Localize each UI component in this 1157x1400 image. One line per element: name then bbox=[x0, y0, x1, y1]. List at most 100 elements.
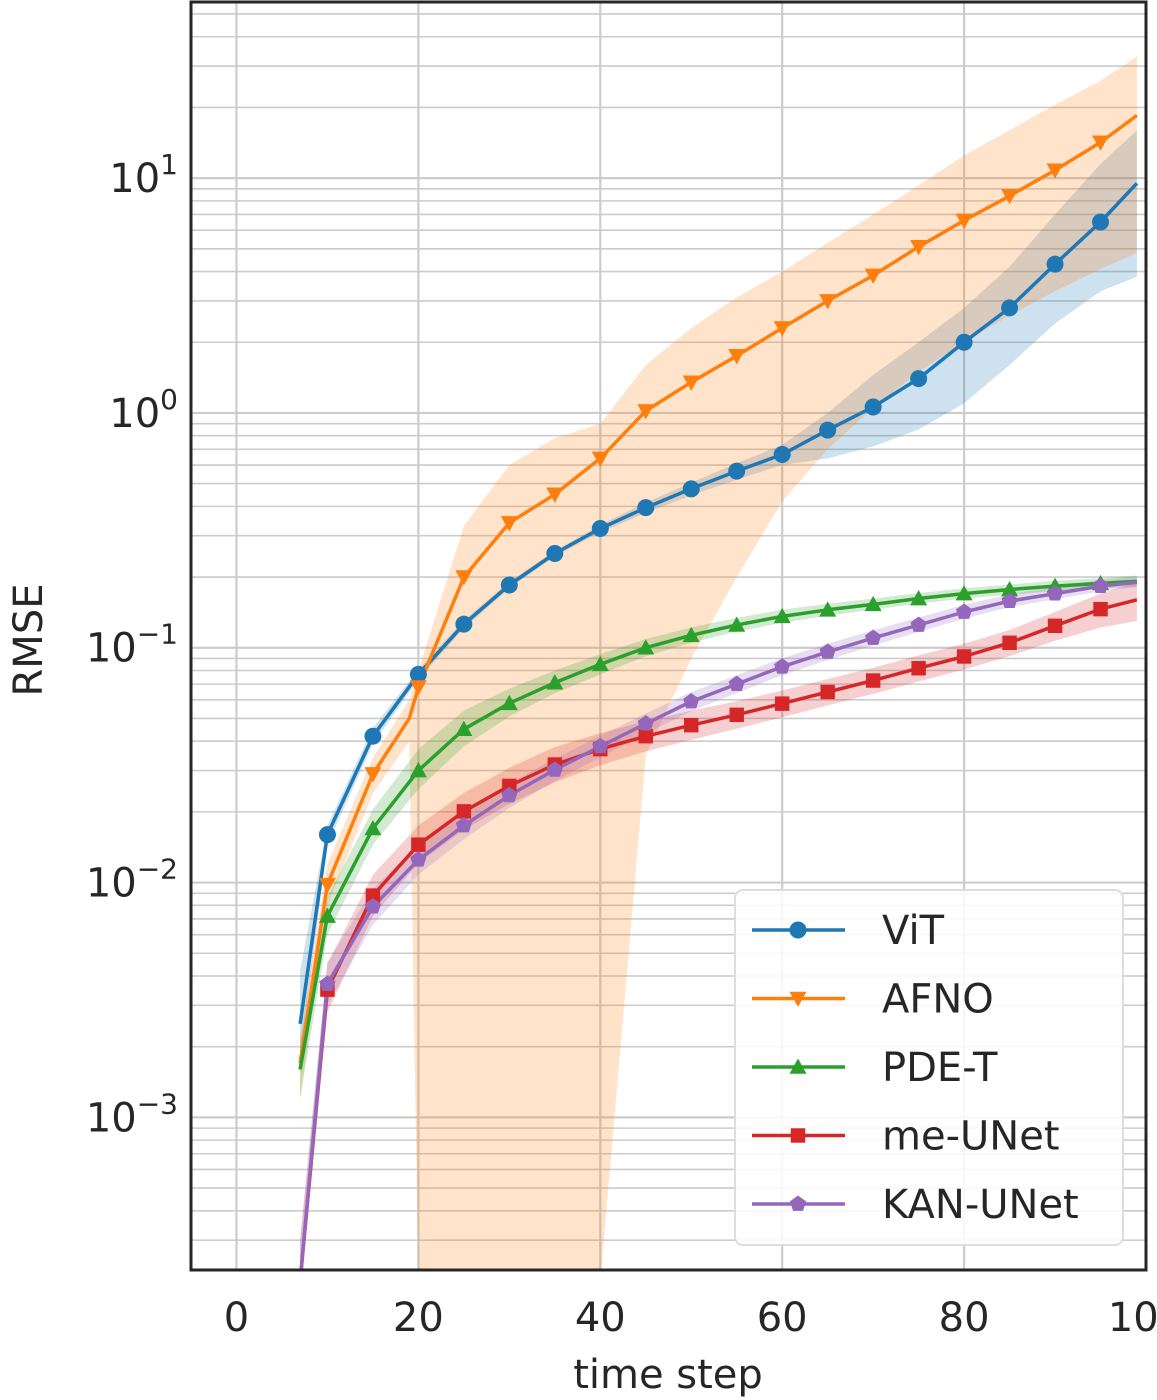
point-pde-t bbox=[728, 616, 746, 632]
point-pde-t bbox=[682, 626, 700, 643]
point-vit bbox=[591, 519, 609, 537]
line-pde-t bbox=[298, 579, 1138, 1070]
point-me-unet bbox=[456, 804, 472, 819]
point-me-unet bbox=[729, 707, 744, 723]
point-vit bbox=[318, 826, 336, 844]
point-afno bbox=[819, 294, 837, 310]
x-tick-label: 100 bbox=[1108, 1295, 1157, 1341]
point-afno bbox=[1092, 135, 1110, 151]
point-vit bbox=[728, 462, 746, 480]
point-pde-t bbox=[409, 762, 427, 778]
point-pde-t bbox=[591, 655, 609, 672]
legend-marker-vit bbox=[789, 921, 807, 939]
point-kan-unet bbox=[819, 643, 836, 659]
point-afno bbox=[409, 680, 427, 696]
point-kan-unet bbox=[455, 816, 472, 833]
point-me-unet bbox=[865, 673, 881, 688]
plot-frame bbox=[189, 0, 1148, 1272]
point-pde-t bbox=[500, 694, 518, 711]
point-me-unet bbox=[1002, 635, 1017, 650]
point-afno bbox=[546, 487, 564, 503]
point-afno bbox=[910, 239, 928, 256]
y-tick-label: 101 bbox=[109, 148, 178, 202]
point-kan-unet bbox=[728, 675, 745, 691]
point-afno bbox=[364, 767, 382, 783]
point-kan-unet bbox=[364, 898, 381, 914]
point-pde-t bbox=[910, 590, 928, 606]
point-me-unet bbox=[684, 717, 699, 733]
point-afno bbox=[955, 213, 973, 229]
point-vit bbox=[955, 333, 973, 351]
point-me-unet bbox=[411, 837, 426, 852]
legend: ViT AFNO PDE-T me-UNet KAN-UNet bbox=[734, 889, 1124, 1246]
point-pde-t bbox=[864, 595, 882, 612]
legend-label-me-unet: me-UNet bbox=[882, 1114, 1060, 1160]
series-markers bbox=[318, 135, 1110, 997]
point-afno bbox=[637, 404, 655, 420]
legend-label-vit: ViT bbox=[882, 908, 945, 954]
x-tick-label: 40 bbox=[575, 1295, 626, 1341]
legend-label-pde-t: PDE-T bbox=[882, 1045, 998, 1091]
point-kan-unet bbox=[319, 975, 336, 991]
point-vit bbox=[546, 544, 564, 562]
point-me-unet bbox=[365, 888, 381, 903]
point-kan-unet bbox=[1046, 585, 1064, 601]
x-tick-label: 80 bbox=[939, 1295, 990, 1341]
line-kan-unet bbox=[299, 580, 1138, 1270]
legend-box bbox=[734, 889, 1124, 1246]
y-tick-label: 10−1 bbox=[86, 618, 178, 672]
band-afno bbox=[300, 56, 1137, 1270]
point-me-unet bbox=[1093, 601, 1108, 617]
y-axis-ticks: 101 100 10−1 10−2 10−3 bbox=[86, 148, 178, 1141]
y-axis-label: RMSE bbox=[6, 584, 52, 697]
point-vit bbox=[409, 665, 427, 683]
point-me-unet bbox=[956, 649, 972, 664]
point-pde-t bbox=[819, 601, 837, 617]
point-vit bbox=[1046, 255, 1064, 273]
y-tick-label: 10−3 bbox=[86, 1087, 178, 1141]
point-vit bbox=[682, 480, 700, 498]
point-me-unet bbox=[638, 728, 653, 744]
point-pde-t bbox=[773, 607, 791, 624]
point-kan-unet bbox=[1092, 577, 1109, 593]
point-afno bbox=[455, 570, 473, 586]
point-afno bbox=[864, 268, 882, 284]
point-afno bbox=[591, 451, 609, 467]
point-vit bbox=[364, 727, 382, 745]
legend-marker-pde-t bbox=[789, 1058, 807, 1074]
point-me-unet bbox=[911, 661, 926, 676]
point-pde-t bbox=[546, 674, 564, 690]
point-pde-t bbox=[637, 639, 655, 655]
point-pde-t bbox=[955, 585, 973, 601]
line-me-unet bbox=[299, 598, 1138, 1270]
point-kan-unet bbox=[956, 603, 973, 619]
legend-marker-kan-unet bbox=[789, 1195, 807, 1211]
legend-label-afno: AFNO bbox=[882, 977, 994, 1023]
point-kan-unet bbox=[683, 693, 700, 709]
point-kan-unet bbox=[410, 851, 427, 867]
point-afno bbox=[1001, 189, 1019, 205]
y-tick-label: 10−2 bbox=[86, 853, 178, 907]
legend-marker-me-unet bbox=[790, 1128, 806, 1143]
point-kan-unet bbox=[865, 629, 882, 645]
point-vit bbox=[1001, 299, 1019, 317]
legend-marker-afno bbox=[789, 991, 807, 1007]
point-me-unet bbox=[774, 696, 790, 711]
series-lines bbox=[298, 113, 1139, 1270]
point-vit bbox=[819, 421, 837, 439]
point-kan-unet bbox=[592, 737, 609, 754]
point-vit bbox=[500, 576, 518, 594]
point-afno bbox=[728, 349, 746, 365]
point-kan-unet bbox=[501, 786, 518, 803]
point-kan-unet bbox=[774, 658, 791, 674]
point-vit bbox=[1092, 213, 1110, 231]
legend-label-kan-unet: KAN-UNet bbox=[882, 1182, 1079, 1228]
point-kan-unet bbox=[910, 616, 927, 632]
point-vit bbox=[773, 446, 791, 464]
point-kan-unet bbox=[637, 715, 654, 731]
point-afno bbox=[1046, 163, 1064, 179]
x-tick-label: 20 bbox=[393, 1295, 444, 1341]
x-axis-label: time step bbox=[573, 1352, 763, 1398]
point-vit bbox=[910, 370, 928, 388]
